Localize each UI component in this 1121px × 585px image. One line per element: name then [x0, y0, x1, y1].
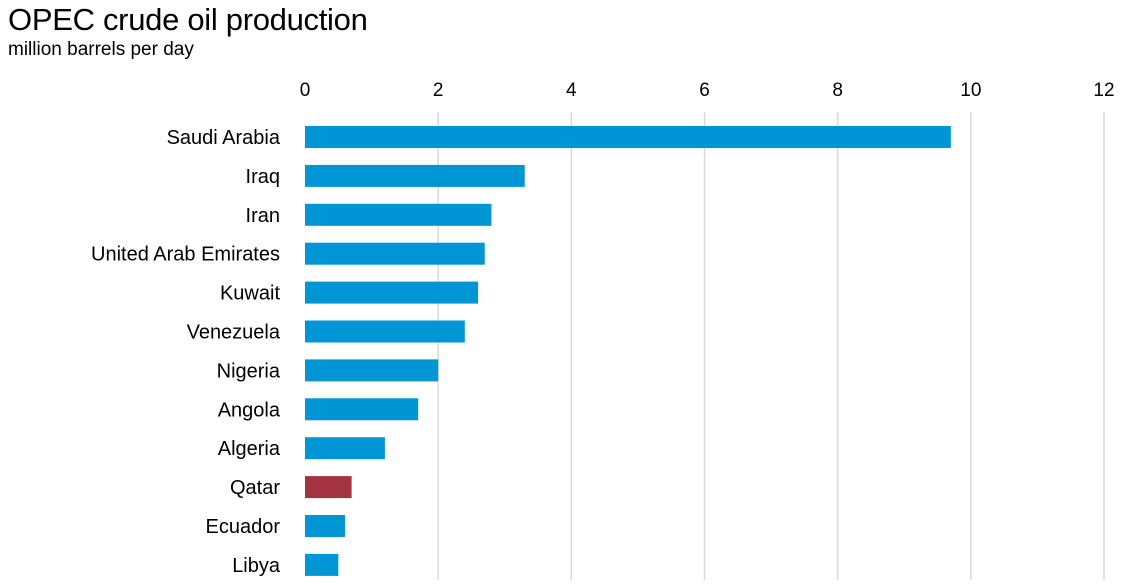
x-axis-ticks: 0 2 4 6 8 10 12 [300, 80, 1115, 101]
bar-ecuador [305, 515, 345, 537]
category-label: Ecuador [206, 516, 281, 538]
category-label: Libya [232, 555, 281, 577]
bar-libya [305, 553, 339, 576]
x-tick-label: 2 [433, 80, 444, 101]
bars [305, 126, 951, 576]
bar-iraq [305, 164, 525, 187]
x-tick-label: 0 [300, 80, 311, 101]
category-label: United Arab Emirates [91, 244, 280, 266]
x-tick-label: 6 [699, 80, 710, 101]
category-label: Angola [218, 399, 281, 421]
bar-iran [305, 203, 492, 226]
gridlines [437, 112, 1105, 580]
category-label: Saudi Arabia [167, 127, 281, 149]
bar-kuwait [305, 281, 479, 304]
bar-algeria [305, 437, 385, 460]
category-label: Venezuela [187, 322, 281, 344]
category-label: Iran [246, 205, 280, 227]
bar-saudi-arabia [305, 126, 951, 148]
x-tick-label: 12 [1093, 80, 1114, 101]
chart-subtitle: million barrels per day [8, 39, 194, 60]
bar-angola [305, 398, 419, 421]
category-label: Nigeria [217, 360, 281, 382]
bar-united-arab-emirates [305, 242, 485, 265]
x-tick-label: 4 [566, 80, 577, 101]
x-tick-label: 8 [832, 80, 843, 101]
bar-qatar [305, 476, 352, 499]
x-tick-label: 10 [960, 80, 981, 101]
category-label: Qatar [230, 477, 280, 499]
category-label: Iraq [246, 166, 280, 188]
category-labels: Saudi Arabia Iraq Iran United Arab Emirates… [91, 127, 281, 577]
bar-nigeria [305, 359, 439, 382]
category-label: Algeria [218, 438, 281, 460]
category-label: Kuwait [220, 283, 280, 305]
chart-title: OPEC crude oil production [8, 2, 368, 37]
bar-venezuela [305, 320, 465, 343]
